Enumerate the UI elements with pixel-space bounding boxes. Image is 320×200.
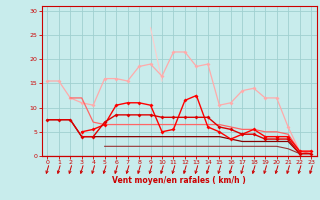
X-axis label: Vent moyen/en rafales ( km/h ): Vent moyen/en rafales ( km/h ) (112, 176, 246, 185)
